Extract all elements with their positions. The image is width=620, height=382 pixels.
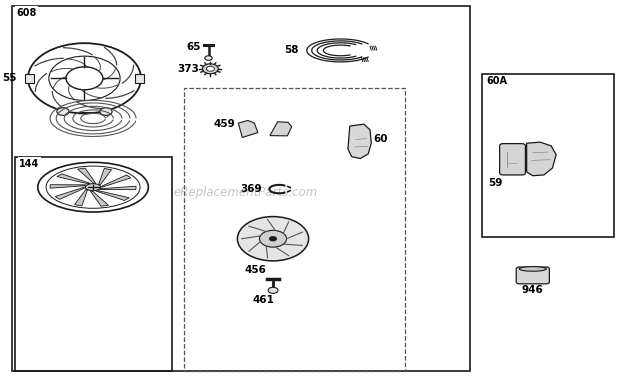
Text: 60: 60 [373, 134, 388, 144]
Polygon shape [99, 168, 112, 185]
Bar [25, 74, 34, 83]
Bar [135, 74, 144, 83]
Circle shape [269, 236, 277, 241]
Circle shape [260, 230, 286, 247]
Polygon shape [91, 191, 108, 206]
FancyBboxPatch shape [500, 144, 525, 175]
Polygon shape [74, 189, 87, 206]
Circle shape [202, 64, 218, 74]
Circle shape [206, 66, 215, 71]
Text: 459: 459 [214, 119, 236, 129]
Text: 946: 946 [522, 285, 544, 295]
Text: eReplacementParts.com: eReplacementParts.com [173, 186, 317, 199]
Text: 608: 608 [16, 8, 37, 18]
Text: 373: 373 [177, 64, 199, 74]
Polygon shape [270, 122, 291, 136]
Polygon shape [50, 185, 86, 188]
Text: 369: 369 [241, 184, 262, 194]
Text: 65: 65 [187, 42, 201, 52]
Circle shape [205, 56, 212, 60]
Circle shape [268, 287, 278, 293]
Bar [482, 74, 614, 237]
Text: 55: 55 [2, 73, 17, 83]
Polygon shape [526, 142, 556, 176]
FancyBboxPatch shape [516, 267, 549, 284]
Text: 60A: 60A [486, 76, 507, 86]
Circle shape [237, 217, 309, 261]
Text: 58: 58 [285, 45, 299, 55]
Polygon shape [55, 187, 84, 199]
Text: 144: 144 [19, 159, 40, 168]
Text: 59: 59 [488, 178, 502, 188]
Polygon shape [348, 124, 371, 159]
Polygon shape [100, 186, 136, 189]
Text: 456: 456 [245, 265, 267, 275]
Polygon shape [78, 168, 96, 183]
Circle shape [100, 108, 112, 115]
Polygon shape [57, 174, 91, 184]
Polygon shape [96, 191, 129, 201]
Bar [184, 88, 405, 371]
Circle shape [57, 108, 69, 115]
Polygon shape [102, 175, 131, 187]
Bar [15, 157, 172, 371]
Text: 461: 461 [253, 295, 275, 305]
Polygon shape [238, 120, 258, 138]
Ellipse shape [520, 267, 546, 271]
Bar [12, 6, 469, 371]
Ellipse shape [86, 184, 101, 191]
